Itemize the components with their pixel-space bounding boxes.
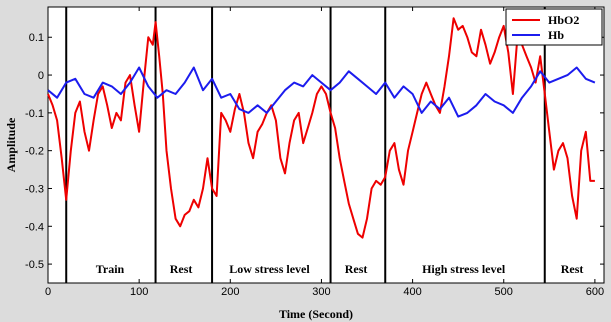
phase-label: High stress level: [422, 262, 506, 276]
y-tick-label: 0: [38, 70, 44, 82]
phase-boundary-lines: [65, 7, 546, 283]
series-line-hbo2: [47, 17, 595, 239]
y-axis-title: Amplitude: [4, 117, 18, 172]
x-tick-label: 600: [586, 286, 604, 298]
phase-labels: Train Rest Low stress level Rest High stress…: [96, 262, 584, 276]
legend-label-hbo2: HbO2: [548, 13, 579, 27]
y-tick-label: 0.1: [29, 32, 44, 44]
y-tick-label: -0.4: [25, 221, 44, 233]
legend-label-hb: Hb: [548, 28, 564, 42]
phase-label: Low stress level: [229, 262, 310, 276]
y-tick-label: -0.5: [25, 259, 44, 271]
series-layer: [47, 17, 596, 239]
phase-label: Rest: [345, 262, 368, 276]
phase-label: Rest: [170, 262, 193, 276]
phase-label: Train: [96, 262, 125, 276]
y-tick-label: -0.3: [25, 183, 44, 195]
x-tick-label: 500: [495, 286, 513, 298]
x-tick-label: 400: [403, 286, 421, 298]
series-line-hb: [47, 66, 596, 118]
x-tick-label: 200: [221, 286, 239, 298]
x-axis-title: Time (Second): [279, 307, 353, 321]
phase-label: Rest: [561, 262, 584, 276]
y-tick-label: -0.2: [25, 146, 44, 158]
y-tick-label: -0.1: [25, 108, 44, 120]
x-tick-label: 300: [312, 286, 330, 298]
axis-ticks: 0 100 200 300 400 500 600 0.1 0 -0.1 -0.2 -0.3 -0.4 -…: [25, 7, 604, 298]
x-tick-label: 100: [130, 286, 148, 298]
plot-area: [47, 6, 605, 284]
x-tick-label: 0: [45, 286, 51, 298]
legend-box: [505, 8, 603, 46]
